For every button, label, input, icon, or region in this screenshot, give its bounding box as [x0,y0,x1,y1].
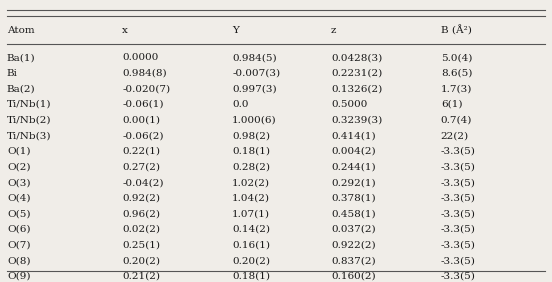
Text: 1.7(3): 1.7(3) [440,84,472,93]
Text: 0.037(2): 0.037(2) [331,225,375,234]
Text: 0.18(1): 0.18(1) [232,147,270,156]
Text: 0.004(2): 0.004(2) [331,147,375,156]
Text: O(4): O(4) [7,194,30,203]
Text: 0.458(1): 0.458(1) [331,209,375,218]
Text: 0.922(2): 0.922(2) [331,241,375,250]
Text: 1.04(2): 1.04(2) [232,194,270,203]
Text: 8.6(5): 8.6(5) [440,69,472,78]
Text: Bi: Bi [7,69,18,78]
Text: 0.837(2): 0.837(2) [331,256,375,265]
Text: 0.28(2): 0.28(2) [232,162,270,171]
Text: 0.16(1): 0.16(1) [232,241,270,250]
Text: 0.27(2): 0.27(2) [122,162,160,171]
Text: 0.14(2): 0.14(2) [232,225,270,234]
Text: 1.000(6): 1.000(6) [232,116,277,125]
Text: -3.3(5): -3.3(5) [440,209,476,218]
Text: -3.3(5): -3.3(5) [440,162,476,171]
Text: O(1): O(1) [7,147,30,156]
Text: Ti/Nb(2): Ti/Nb(2) [7,116,51,125]
Text: -0.007(3): -0.007(3) [232,69,280,78]
Text: 0.92(2): 0.92(2) [122,194,160,203]
Text: 1.07(1): 1.07(1) [232,209,270,218]
Text: 0.0428(3): 0.0428(3) [331,53,382,62]
Text: 0.7(4): 0.7(4) [440,116,472,125]
Text: Ti/Nb(1): Ti/Nb(1) [7,100,51,109]
Text: B (Å²): B (Å²) [440,25,471,35]
Text: 1.02(2): 1.02(2) [232,178,270,187]
Text: 0.1326(2): 0.1326(2) [331,84,382,93]
Text: 0.0: 0.0 [232,100,248,109]
Text: 0.22(1): 0.22(1) [122,147,160,156]
Text: Ba(1): Ba(1) [7,53,35,62]
Text: O(2): O(2) [7,162,30,171]
Text: Ba(2): Ba(2) [7,84,35,93]
Text: -3.3(5): -3.3(5) [440,178,476,187]
Text: 0.21(2): 0.21(2) [122,272,160,281]
Text: 0.0000: 0.0000 [122,53,158,62]
Text: 0.3239(3): 0.3239(3) [331,116,382,125]
Text: 0.378(1): 0.378(1) [331,194,375,203]
Text: 0.00(1): 0.00(1) [122,116,160,125]
Text: 0.20(2): 0.20(2) [232,256,270,265]
Text: 0.2231(2): 0.2231(2) [331,69,382,78]
Text: -0.04(2): -0.04(2) [122,178,164,187]
Text: -3.3(5): -3.3(5) [440,225,476,234]
Text: 0.984(5): 0.984(5) [232,53,277,62]
Text: O(8): O(8) [7,256,30,265]
Text: O(3): O(3) [7,178,30,187]
Text: 0.02(2): 0.02(2) [122,225,160,234]
Text: -3.3(5): -3.3(5) [440,256,476,265]
Text: 0.25(1): 0.25(1) [122,241,160,250]
Text: -3.3(5): -3.3(5) [440,272,476,281]
Text: 5.0(4): 5.0(4) [440,53,472,62]
Text: 0.244(1): 0.244(1) [331,162,375,171]
Text: 0.98(2): 0.98(2) [232,131,270,140]
Text: 0.5000: 0.5000 [331,100,367,109]
Text: 0.96(2): 0.96(2) [122,209,160,218]
Text: 6(1): 6(1) [440,100,462,109]
Text: Ti/Nb(3): Ti/Nb(3) [7,131,51,140]
Text: O(6): O(6) [7,225,30,234]
Text: O(7): O(7) [7,241,30,250]
Text: 0.997(3): 0.997(3) [232,84,277,93]
Text: 0.984(8): 0.984(8) [122,69,167,78]
Text: Y: Y [232,26,239,35]
Text: -0.06(1): -0.06(1) [122,100,164,109]
Text: 0.160(2): 0.160(2) [331,272,375,281]
Text: Atom: Atom [7,26,35,35]
Text: 0.20(2): 0.20(2) [122,256,160,265]
Text: 22(2): 22(2) [440,131,469,140]
Text: z: z [331,26,336,35]
Text: x: x [122,26,128,35]
Text: -3.3(5): -3.3(5) [440,241,476,250]
Text: -0.020(7): -0.020(7) [122,84,171,93]
Text: 0.414(1): 0.414(1) [331,131,375,140]
Text: -3.3(5): -3.3(5) [440,194,476,203]
Text: 0.292(1): 0.292(1) [331,178,375,187]
Text: -0.06(2): -0.06(2) [122,131,164,140]
Text: -3.3(5): -3.3(5) [440,147,476,156]
Text: 0.18(1): 0.18(1) [232,272,270,281]
Text: O(9): O(9) [7,272,30,281]
Text: O(5): O(5) [7,209,30,218]
